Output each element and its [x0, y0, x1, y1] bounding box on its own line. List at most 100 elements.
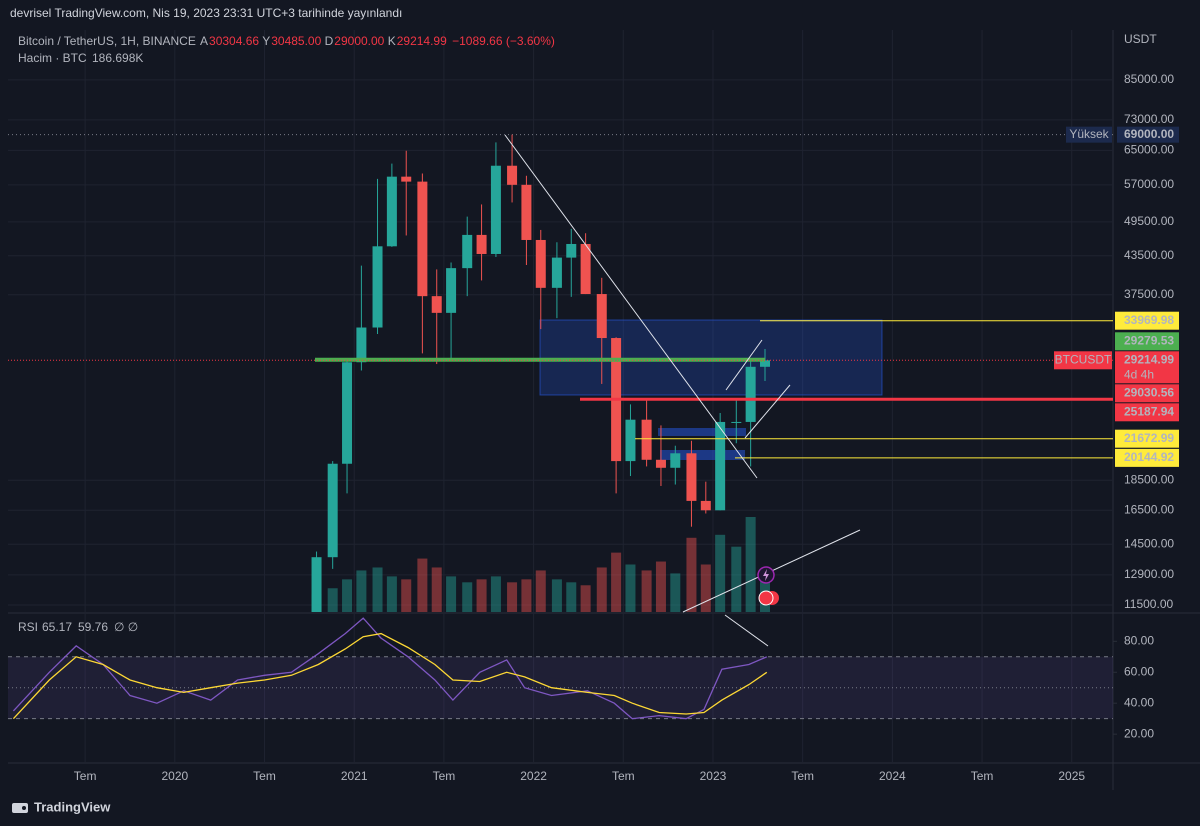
y-tick-label: 85000.00: [1124, 72, 1174, 86]
ohlc-key: Y: [262, 34, 270, 48]
x-tick-label: Tem: [971, 769, 994, 783]
published-note: devrisel TradingView.com, Nis 19, 2023 2…: [10, 6, 402, 20]
candle-body: [731, 421, 742, 423]
x-tick-label: 2023: [700, 769, 727, 783]
volume-bar: [327, 588, 338, 612]
volume-bar: [625, 564, 636, 612]
rsi-tick-label: 60.00: [1124, 664, 1154, 678]
volume-bar: [566, 582, 577, 612]
x-tick-label: 2021: [341, 769, 368, 783]
candle-body: [342, 362, 353, 464]
y-tick-label: 11500.00: [1124, 597, 1173, 611]
volume-label: Hacim · BTC: [18, 51, 87, 65]
price-tag: 29279.53: [1124, 333, 1174, 347]
price-tag: 29030.56: [1124, 385, 1174, 399]
candle-body: [641, 419, 652, 460]
y-tick-label: 16500.00: [1124, 502, 1174, 516]
volume-bar: [386, 576, 397, 612]
trendline: [504, 134, 758, 479]
countdown: 4d 4h: [1124, 367, 1154, 381]
price-tag-bg: [1115, 332, 1179, 351]
price-tag-bg: [1115, 448, 1179, 467]
price-tag: 33969.98: [1124, 313, 1174, 327]
rsi-tick-label: 80.00: [1124, 633, 1154, 647]
y-tick-label: 12900.00: [1124, 567, 1174, 581]
rsi-line: [12, 617, 768, 720]
ohlc-change: −1089.66 (−3.60%): [452, 34, 555, 48]
volume-bar: [596, 567, 607, 612]
event-icon[interactable]: [758, 590, 774, 606]
x-tick-label: Tem: [74, 769, 97, 783]
volume-bar: [715, 534, 726, 612]
price-tag-bg: [1115, 403, 1179, 422]
y-tick-label: 14500.00: [1124, 536, 1174, 550]
ohlc-key: D: [325, 34, 334, 48]
rsi-line: [12, 632, 768, 720]
zone-box: [539, 319, 883, 396]
ohlc-key: A: [200, 34, 208, 48]
candle-body: [401, 176, 412, 182]
trendline: [725, 339, 763, 391]
candle-body: [311, 557, 322, 612]
rsi-ma-value: 59.76: [78, 620, 108, 634]
volume-bar: [372, 567, 383, 612]
candle-body: [625, 419, 636, 462]
candle-body: [462, 234, 473, 269]
x-tick-label: Tem: [433, 769, 456, 783]
price-tag: 29214.99: [1124, 352, 1174, 366]
candle-body: [759, 360, 770, 367]
candle-body: [655, 459, 666, 468]
volume-bar: [641, 570, 652, 612]
volume-bar: [655, 561, 666, 612]
ohlc-value: 30485.00: [271, 34, 321, 48]
rsi-tick-label: 20.00: [1124, 726, 1154, 740]
volume-value: 186.698K: [92, 51, 143, 65]
volume-bar: [580, 585, 591, 612]
trendline: [744, 384, 791, 439]
candle-body: [596, 294, 607, 339]
price-tag: 25187.94: [1124, 404, 1174, 418]
candle-body: [327, 463, 338, 558]
price-tag-bg: [1115, 311, 1179, 330]
candle-body: [417, 181, 428, 297]
volume-bar: [507, 582, 518, 612]
event-icon-glyph: [763, 569, 769, 581]
rsi-tick-label: 40.00: [1124, 695, 1154, 709]
rsi-extra: ∅ ∅: [114, 620, 138, 634]
volume-bar: [342, 579, 353, 612]
price-tag: 20144.92: [1124, 450, 1174, 464]
volume-bar: [446, 576, 457, 612]
brand: TradingView: [34, 799, 111, 814]
price-tag-bg: [1115, 384, 1179, 403]
ohlc-value: 29000.00: [334, 34, 384, 48]
axis-unit: USDT: [1124, 32, 1157, 46]
y-tick-label: 37500.00: [1124, 287, 1174, 301]
volume-bar: [431, 567, 442, 612]
volume-bar: [731, 546, 742, 612]
x-tick-label: Tem: [791, 769, 814, 783]
volume-bar: [417, 558, 428, 612]
candle-body: [476, 234, 487, 254]
x-tick-label: Tem: [253, 769, 276, 783]
symbol-tag-bg: [1054, 351, 1112, 370]
y-tick-label: 49500.00: [1124, 214, 1174, 228]
rsi-value: 65.17: [42, 620, 72, 634]
x-tick-label: 2020: [161, 769, 188, 783]
candle-body: [551, 257, 562, 288]
volume-bar: [745, 517, 756, 612]
candle-body: [490, 165, 501, 254]
x-tick-label: 2024: [879, 769, 906, 783]
ohlc-value: 30304.66: [209, 34, 259, 48]
high-tag-bg: [1117, 126, 1179, 143]
trendline: [724, 614, 769, 647]
volume-bar: [401, 579, 412, 612]
zone-box: [660, 450, 745, 460]
price-tag-bg: [1115, 429, 1179, 448]
x-tick-label: 2025: [1058, 769, 1085, 783]
volume-bar: [490, 576, 501, 612]
price-tag-bg: [1115, 351, 1179, 384]
candle-body: [715, 421, 726, 511]
volume-bar: [356, 570, 367, 612]
